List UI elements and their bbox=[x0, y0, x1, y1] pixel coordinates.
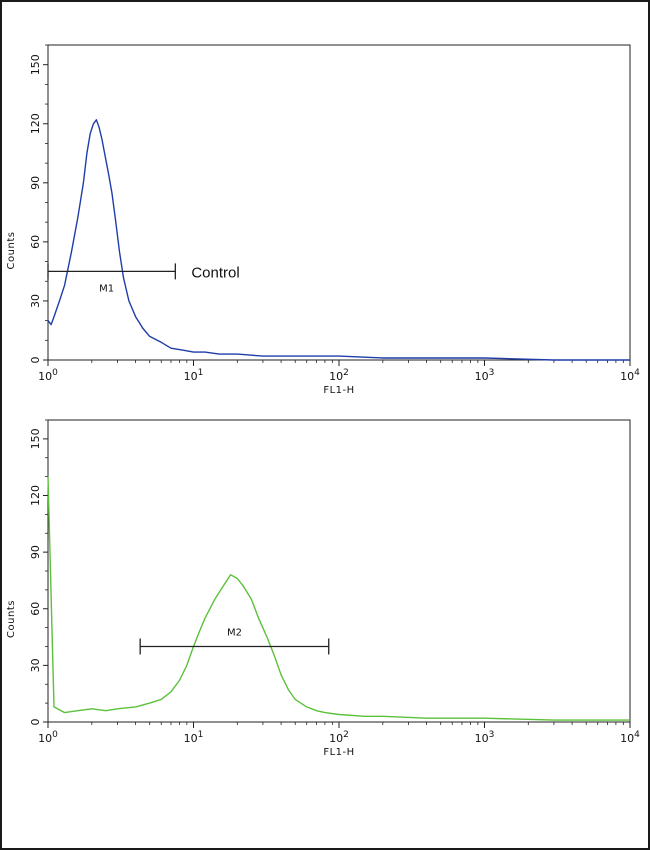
chart-panel-2: 0 30 60 90 120 150 Counts 100 101 102 103 104 FL1-H M… bbox=[6, 419, 640, 758]
histogram-line-2 bbox=[47, 476, 630, 721]
x-tick-label: 100 bbox=[38, 368, 58, 383]
y-tick-label: 120 bbox=[29, 113, 42, 134]
y-tick-label: 60 bbox=[29, 602, 42, 616]
y-tick-label: 30 bbox=[29, 294, 42, 308]
y-tick-label: 0 bbox=[29, 357, 42, 364]
y-tick-label: 90 bbox=[29, 176, 42, 190]
y-axis-label: Counts bbox=[6, 232, 17, 270]
y-tick-label: 120 bbox=[29, 485, 42, 506]
y-tick-label: 150 bbox=[29, 428, 42, 449]
chart-panel-1: 0 30 60 90 120 150 Counts 100 101 102 103 104 FL1-H M… bbox=[6, 44, 640, 396]
marker-label: M1 bbox=[99, 283, 114, 294]
x-axis-label: FL1-H bbox=[323, 747, 354, 758]
plot-area bbox=[47, 419, 631, 723]
histogram-line-1 bbox=[47, 119, 630, 361]
x-tick-label: 101 bbox=[184, 730, 204, 745]
y-tick-label: 0 bbox=[29, 719, 42, 726]
x-tick-label: 102 bbox=[329, 368, 349, 383]
marker-label: M2 bbox=[227, 628, 242, 639]
x-tick-label: 104 bbox=[620, 368, 640, 383]
x-tick-label: 103 bbox=[475, 730, 495, 745]
x-tick-label: 101 bbox=[184, 368, 204, 383]
y-axis-label: Counts bbox=[6, 600, 17, 638]
y-tick-label: 60 bbox=[29, 235, 42, 249]
control-annotation: Control bbox=[191, 264, 239, 281]
x-tick-label: 100 bbox=[38, 730, 58, 745]
y-tick-label: 150 bbox=[29, 54, 42, 75]
plot-area bbox=[47, 44, 631, 361]
y-tick-label: 90 bbox=[29, 545, 42, 559]
x-tick-label: 102 bbox=[329, 730, 349, 745]
x-tick-label: 103 bbox=[475, 368, 495, 383]
x-tick-label: 104 bbox=[620, 730, 640, 745]
y-tick-label: 30 bbox=[29, 658, 42, 672]
x-axis-label: FL1-H bbox=[323, 385, 354, 396]
